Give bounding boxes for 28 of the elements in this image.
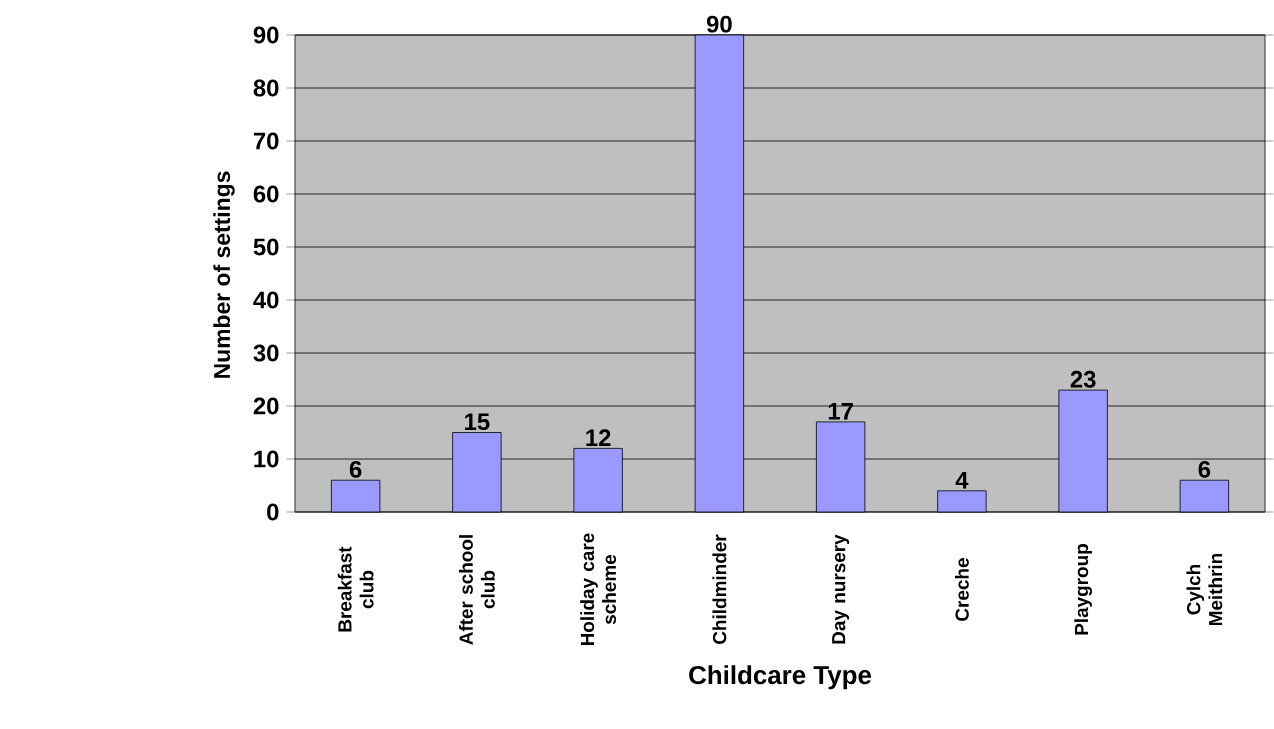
y-tick-label: 50 [253, 238, 279, 256]
y-tick-label: 0 [267, 503, 279, 521]
x-tick-label: After school club [458, 535, 495, 645]
x-tick-label: Holiday care scheme [580, 533, 617, 646]
y-tick-label: 70 [253, 132, 279, 150]
y-tick-label: 90 [253, 26, 279, 44]
x-tick-label: Playgroup [1074, 544, 1092, 635]
data-label: 17 [828, 403, 853, 420]
y-tick-label: 30 [253, 344, 279, 362]
y-tick-label: 60 [253, 185, 279, 203]
data-label: 6 [349, 460, 362, 478]
x-tick-label: Breakfast club [337, 546, 374, 632]
x-tick-label: Childminder [712, 534, 727, 644]
data-label: 4 [955, 471, 969, 489]
data-label: 90 [706, 15, 732, 33]
data-label: 12 [586, 429, 611, 447]
data-label: 15 [465, 413, 490, 431]
y-tick-label: 80 [253, 79, 279, 97]
x-tick-label: Day nursery [832, 534, 850, 644]
data-label: 6 [1198, 460, 1211, 478]
y-tick-label: 20 [253, 397, 279, 415]
y-tick-label: 40 [253, 291, 279, 309]
y-axis-title: Number of settings [213, 171, 235, 378]
x-tick-label: Cylch Meithrin [1186, 553, 1223, 626]
x-axis-title: Childcare Type [689, 665, 872, 690]
x-tick-label: Creche [954, 558, 969, 621]
data-label: 23 [1070, 370, 1096, 388]
y-tick-label: 10 [254, 450, 279, 468]
